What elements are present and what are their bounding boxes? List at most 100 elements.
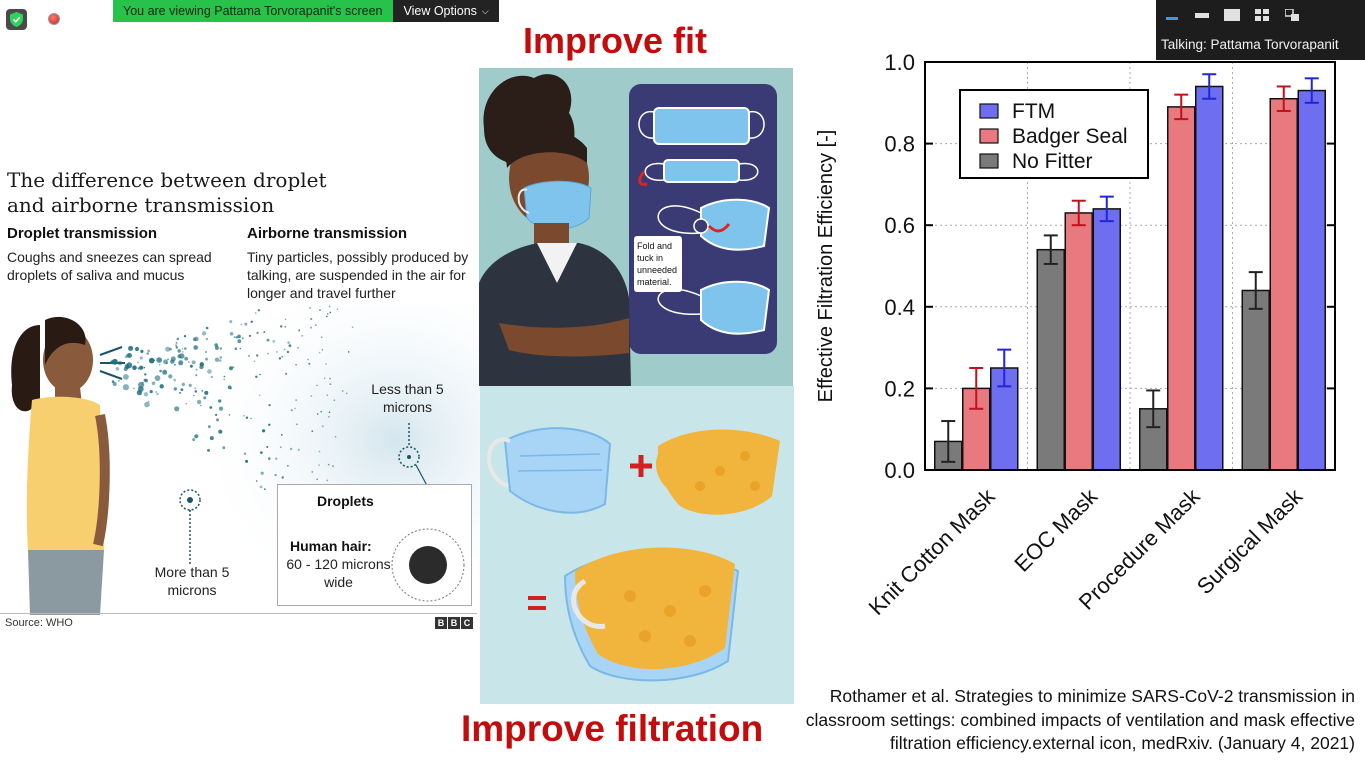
droplet-dot — [272, 340, 276, 343]
droplet-dot — [318, 450, 321, 453]
droplet-dot — [176, 337, 180, 341]
thumbnail-view-icon[interactable] — [1194, 8, 1210, 22]
droplet-dot — [318, 464, 320, 466]
droplet-dot — [275, 457, 278, 460]
fold-note-line: unneeded — [637, 265, 678, 275]
heading-improve-fit: Improve fit — [523, 20, 708, 61]
droplet-dot — [209, 406, 213, 409]
droplet-dot — [138, 381, 145, 388]
droplet-dot — [112, 382, 117, 386]
y-tick-label: 0.2 — [884, 376, 915, 401]
fold-note-line: Fold and — [637, 241, 673, 251]
airborne-heading: Airborne transmission — [247, 225, 408, 242]
droplet-dot — [214, 343, 218, 347]
recording-dot-icon[interactable] — [48, 13, 60, 25]
droplet-dot — [319, 309, 321, 311]
bar — [1064, 212, 1093, 471]
droplet-dot — [266, 338, 270, 342]
droplet-dot — [287, 341, 290, 344]
droplet-dot — [146, 352, 149, 355]
droplet-dot — [310, 395, 313, 397]
droplet-dot — [321, 425, 324, 428]
droplet-dot — [199, 404, 202, 407]
droplet-dot — [184, 356, 189, 361]
droplet-dot — [301, 334, 304, 337]
speaker-view-icon[interactable] — [1224, 8, 1240, 22]
droplet-dot — [329, 311, 332, 314]
droplet-dot — [248, 334, 252, 337]
droplet-dot — [294, 407, 296, 410]
droplet-dot — [143, 392, 149, 397]
droplet-dot — [263, 488, 266, 491]
speaker-panel: Talking: Pattama Torvorapanit — [1156, 0, 1365, 60]
less-than-label: Less than 5 microns — [371, 381, 444, 415]
droplet-dot — [134, 346, 140, 352]
y-tick-label: 0.4 — [884, 295, 915, 320]
droplet-dot — [174, 406, 180, 412]
droplet-dot — [218, 399, 222, 403]
droplet-dot — [201, 390, 204, 392]
droplet-dot — [345, 392, 348, 395]
droplet-dot — [180, 388, 184, 391]
legend-swatch — [979, 153, 999, 169]
minimize-icon[interactable] — [1164, 8, 1180, 22]
bbc-logo: B B C — [435, 617, 473, 629]
droplet-dot — [288, 344, 292, 348]
x-tick-label: Knit Cotton Mask — [864, 483, 1001, 620]
droplet-dot — [227, 385, 232, 390]
droplet-dot — [223, 378, 225, 381]
droplet-dot — [256, 354, 259, 357]
droplet-dot — [254, 312, 257, 314]
droplet-dot — [333, 399, 336, 401]
droplet-dot — [168, 374, 173, 379]
droplet-dot — [280, 434, 283, 436]
bar — [1269, 97, 1298, 471]
droplet-text: Coughs and sneezes can spread droplets o… — [7, 249, 212, 283]
gallery-view-icon[interactable] — [1254, 8, 1270, 22]
droplet-dot — [255, 480, 258, 482]
legend-swatch — [979, 103, 999, 119]
droplet-dot — [309, 306, 312, 309]
droplet-dot — [143, 366, 146, 369]
droplet-dot — [234, 347, 238, 350]
y-axis-label: Effective Filtration Efficiency [-] — [815, 130, 837, 403]
droplet-dot — [328, 305, 331, 308]
exit-fullscreen-icon[interactable] — [1284, 8, 1300, 22]
x-tick-label: EOC Mask — [1009, 483, 1103, 577]
droplet-dot — [316, 384, 318, 387]
droplet-dot — [351, 326, 354, 328]
chevron-down-icon: ⌵ — [481, 6, 489, 16]
droplet-dot — [308, 362, 311, 365]
droplet-dot — [193, 345, 198, 350]
security-shield-icon[interactable] — [6, 9, 27, 30]
droplet-dot — [260, 451, 263, 454]
droplet-dot — [179, 391, 182, 394]
droplet-dot — [169, 347, 172, 351]
legend-label: FTM — [1012, 100, 1055, 123]
airborne-text: Tiny particles, possibly produced by tal… — [247, 249, 469, 301]
droplet-dot — [310, 326, 312, 329]
droplet-dot — [123, 367, 128, 371]
droplet-dot — [144, 373, 147, 376]
bar — [1036, 248, 1065, 471]
view-options-button[interactable]: View Options ⌵ — [393, 0, 499, 22]
droplet-dot — [207, 448, 210, 452]
droplet-dot — [205, 337, 209, 341]
droplet-dot — [253, 360, 256, 363]
droplet-dot — [210, 375, 213, 379]
droplet-dot — [235, 336, 239, 339]
droplet-dot — [199, 364, 204, 370]
droplet-dot — [295, 363, 297, 366]
droplet-dot — [192, 337, 197, 342]
droplet-dot — [229, 320, 233, 324]
droplet-dot — [326, 479, 329, 482]
droplet-dot — [314, 324, 317, 326]
droplet-dot — [195, 368, 198, 371]
droplet-dot — [259, 485, 263, 489]
droplet-dot — [188, 383, 192, 387]
droplet-dot — [118, 380, 120, 382]
droplet-dot — [268, 423, 271, 426]
droplet-dot — [326, 394, 329, 396]
droplet-dot — [167, 358, 169, 361]
droplet-dot — [163, 359, 169, 365]
